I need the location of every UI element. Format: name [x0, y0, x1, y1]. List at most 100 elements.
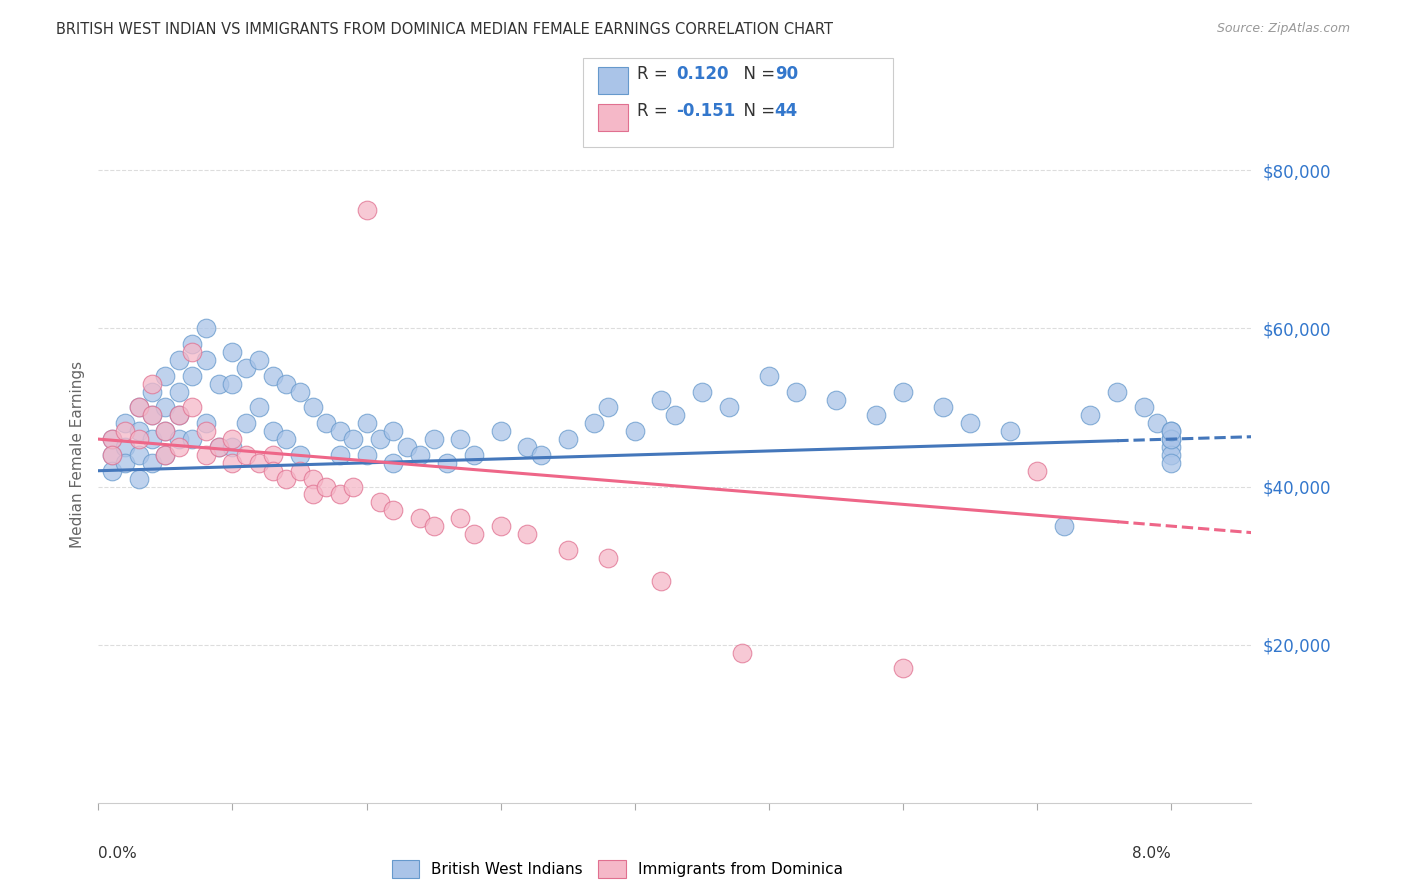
Point: [262, 464, 284, 478]
Point: [288, 384, 311, 399]
Point: [516, 527, 538, 541]
Point: [1025, 464, 1047, 478]
Point: [356, 448, 378, 462]
Point: [865, 409, 887, 423]
Point: [1080, 409, 1102, 423]
Point: [824, 392, 846, 407]
Point: [208, 440, 231, 454]
Point: [583, 417, 606, 431]
Point: [155, 448, 177, 462]
Point: [101, 432, 124, 446]
Point: [690, 384, 713, 399]
Point: [194, 353, 217, 368]
Point: [155, 424, 177, 438]
Point: [664, 409, 686, 423]
Point: [959, 417, 981, 431]
Text: BRITISH WEST INDIAN VS IMMIGRANTS FROM DOMINICA MEDIAN FEMALE EARNINGS CORRELATI: BRITISH WEST INDIAN VS IMMIGRANTS FROM D…: [56, 22, 834, 37]
Point: [101, 464, 124, 478]
Point: [221, 376, 243, 391]
Point: [181, 368, 204, 383]
Point: [141, 376, 163, 391]
Point: [449, 511, 471, 525]
Point: [409, 448, 432, 462]
Point: [1146, 417, 1168, 431]
Point: [235, 417, 257, 431]
Point: [141, 409, 163, 423]
Point: [181, 337, 204, 351]
Text: -0.151: -0.151: [676, 103, 735, 120]
Point: [1107, 384, 1129, 399]
Text: N =: N =: [733, 103, 780, 120]
Point: [247, 353, 270, 368]
Point: [356, 417, 378, 431]
Point: [194, 448, 217, 462]
Point: [329, 487, 352, 501]
Point: [194, 424, 217, 438]
Point: [155, 401, 177, 415]
Point: [101, 432, 124, 446]
Point: [758, 368, 780, 383]
Point: [221, 345, 243, 359]
Point: [262, 424, 284, 438]
Point: [274, 432, 297, 446]
Point: [932, 401, 955, 415]
Point: [785, 384, 807, 399]
Point: [596, 550, 619, 565]
Text: 0.120: 0.120: [676, 65, 728, 83]
Point: [141, 432, 163, 446]
Point: [717, 401, 740, 415]
Point: [382, 456, 405, 470]
Point: [262, 448, 284, 462]
Point: [221, 456, 243, 470]
Point: [422, 519, 444, 533]
Point: [596, 401, 619, 415]
Point: [141, 384, 163, 399]
Point: [329, 448, 352, 462]
Point: [167, 384, 190, 399]
Point: [302, 472, 325, 486]
Point: [315, 417, 337, 431]
Point: [731, 646, 754, 660]
Point: [998, 424, 1021, 438]
Point: [489, 519, 512, 533]
Point: [128, 472, 150, 486]
Point: [623, 424, 645, 438]
Point: [194, 417, 217, 431]
Point: [167, 440, 190, 454]
Point: [167, 409, 190, 423]
Point: [141, 409, 163, 423]
Point: [1160, 432, 1182, 446]
Point: [650, 574, 672, 589]
Point: [436, 456, 458, 470]
Point: [329, 424, 352, 438]
Point: [422, 432, 444, 446]
Point: [194, 321, 217, 335]
Point: [114, 456, 136, 470]
Text: R =: R =: [637, 103, 673, 120]
Point: [155, 368, 177, 383]
Legend: British West Indians, Immigrants from Dominica: British West Indians, Immigrants from Do…: [384, 853, 851, 886]
Point: [247, 401, 270, 415]
Text: N =: N =: [733, 65, 780, 83]
Point: [128, 424, 150, 438]
Point: [368, 495, 391, 509]
Point: [489, 424, 512, 438]
Point: [128, 448, 150, 462]
Point: [449, 432, 471, 446]
Text: 44: 44: [775, 103, 799, 120]
Point: [288, 464, 311, 478]
Point: [208, 376, 231, 391]
Point: [1133, 401, 1156, 415]
Point: [235, 448, 257, 462]
Text: R =: R =: [637, 65, 673, 83]
Point: [155, 424, 177, 438]
Point: [181, 345, 204, 359]
Point: [409, 511, 432, 525]
Point: [262, 368, 284, 383]
Text: Source: ZipAtlas.com: Source: ZipAtlas.com: [1216, 22, 1350, 36]
Point: [516, 440, 538, 454]
Text: 0.0%: 0.0%: [98, 847, 138, 862]
Point: [557, 542, 579, 557]
Point: [891, 384, 914, 399]
Point: [114, 440, 136, 454]
